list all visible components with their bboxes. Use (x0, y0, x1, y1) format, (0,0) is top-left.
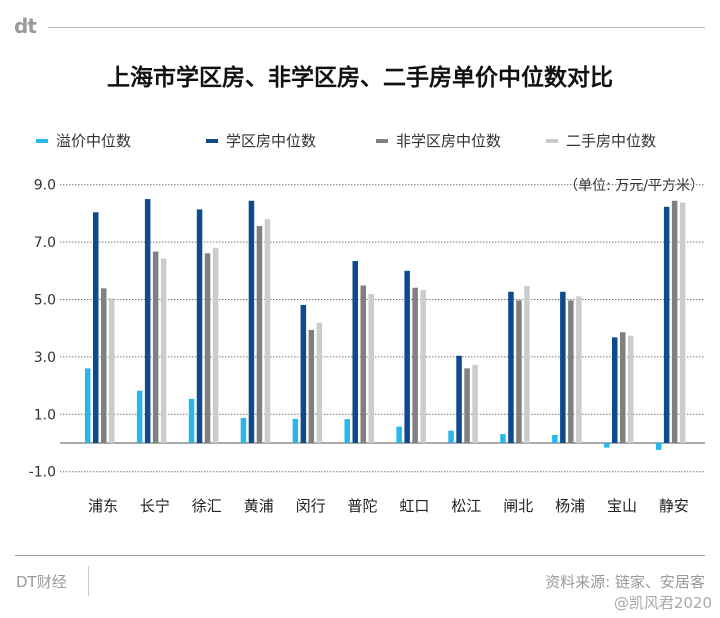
bar-浦东-二手房中位数 (109, 298, 115, 443)
legend-label: 二手房中位数 (566, 132, 657, 150)
bar-徐汇-非学区房中位数 (204, 253, 211, 443)
x-tick-label: 浦东 (88, 497, 118, 515)
bar-闵行-二手房中位数 (316, 322, 323, 443)
source-note: 资料来源: 链家、安居客 (545, 573, 705, 591)
legend-item: 溢价中位数 (36, 130, 206, 151)
bar-宝山-非学区房中位数 (620, 332, 626, 443)
bar-闸北-溢价中位数 (500, 434, 506, 443)
bar-浦东-非学区房中位数 (101, 288, 107, 443)
x-tick-label: 闸北 (503, 497, 533, 515)
bar-闵行-溢价中位数 (292, 418, 299, 443)
bar-黄浦-二手房中位数 (264, 219, 271, 443)
bar-徐汇-学区房中位数 (196, 209, 203, 443)
bar-普陀-二手房中位数 (368, 294, 374, 443)
bar-静安-学区房中位数 (663, 206, 670, 443)
bar-宝山-学区房中位数 (612, 337, 618, 443)
x-tick-label: 静安 (659, 497, 689, 515)
footer-divider (88, 566, 89, 596)
bar-闸北-学区房中位数 (508, 291, 514, 443)
x-tick-label: 黄浦 (244, 497, 274, 515)
bar-徐汇-二手房中位数 (212, 247, 219, 443)
x-tick-label: 杨浦 (555, 497, 585, 515)
bar-杨浦-二手房中位数 (576, 296, 582, 443)
y-tick-label: 5.0 (34, 293, 56, 309)
watermark: @凯风君2020 (613, 594, 712, 612)
bar-虹口-二手房中位数 (420, 290, 426, 443)
x-tick-label: 闵行 (296, 497, 326, 515)
bar-松江-溢价中位数 (448, 430, 454, 443)
x-tick-label: 虹口 (399, 497, 429, 515)
x-tick-label: 长宁 (140, 497, 170, 515)
chart-title: 上海市学区房、非学区房、二手房单价中位数对比 (107, 65, 613, 91)
brand-name: DT财经 (16, 573, 67, 591)
bar-chart: 9.0 7.0 5.0 3.0 1.0 -1.0 浦东 长宁 徐汇 黄浦 闵行 普陀 虹口 松江 闸北 杨浦 宝… (29, 178, 705, 515)
bar-松江-非学区房中位数 (464, 368, 470, 443)
bar-黄浦-学区房中位数 (248, 200, 255, 443)
bar-长宁-二手房中位数 (160, 258, 167, 443)
y-tick-label: 1.0 (34, 407, 56, 423)
bar-徐汇-溢价中位数 (188, 398, 195, 443)
bar-宝山-溢价中位数 (604, 443, 610, 448)
bar-虹口-溢价中位数 (396, 426, 402, 443)
x-tick-label: 普陀 (347, 497, 377, 515)
bar-黄浦-非学区房中位数 (256, 226, 263, 443)
y-tick-label: 7.0 (34, 235, 56, 251)
bar-长宁-学区房中位数 (144, 199, 151, 443)
y-tick-label: -1.0 (29, 465, 56, 481)
bar-闵行-非学区房中位数 (308, 329, 315, 443)
bar-静安-非学区房中位数 (671, 200, 678, 443)
legend-item: 学区房中位数 (206, 130, 376, 151)
legend-label: 溢价中位数 (56, 132, 132, 150)
bar-松江-二手房中位数 (472, 364, 478, 443)
x-tick-label: 松江 (451, 497, 481, 515)
legend-label: 学区房中位数 (226, 132, 317, 150)
bar-虹口-非学区房中位数 (412, 287, 418, 443)
bar-闸北-非学区房中位数 (516, 300, 522, 443)
legend-label: 非学区房中位数 (396, 132, 502, 150)
x-tick-label: 宝山 (607, 497, 637, 515)
bar-普陀-溢价中位数 (344, 419, 350, 443)
y-tick-label: 9.0 (34, 178, 56, 194)
bar-浦东-学区房中位数 (93, 212, 99, 443)
legend-swatch (206, 138, 218, 143)
dt-logo: dt (14, 14, 37, 38)
bar-杨浦-非学区房中位数 (568, 300, 574, 443)
bar-静安-溢价中位数 (655, 443, 662, 450)
unit-label: （单位: 万元/平方米） (564, 178, 704, 194)
bar-浦东-溢价中位数 (85, 368, 91, 443)
legend-swatch (36, 138, 48, 143)
bar-长宁-溢价中位数 (136, 390, 143, 443)
bar-普陀-学区房中位数 (352, 261, 358, 443)
legend-swatch (546, 138, 558, 143)
footer-rule (15, 555, 705, 556)
x-tick-label: 徐汇 (192, 497, 222, 515)
bar-宝山-二手房中位数 (628, 335, 634, 443)
bar-杨浦-溢价中位数 (552, 434, 558, 443)
bar-松江-学区房中位数 (456, 355, 462, 443)
bar-闵行-学区房中位数 (300, 304, 307, 443)
bar-杨浦-学区房中位数 (560, 291, 566, 443)
y-tick-label: 3.0 (34, 350, 56, 366)
bar-虹口-学区房中位数 (404, 270, 410, 443)
legend-item: 二手房中位数 (546, 130, 716, 151)
bar-闸北-二手房中位数 (524, 286, 530, 443)
legend: 溢价中位数 学区房中位数 非学区房中位数 二手房中位数 (36, 130, 716, 151)
legend-swatch (376, 138, 388, 143)
legend-item: 非学区房中位数 (376, 130, 546, 151)
top-rule (48, 27, 705, 28)
bar-静安-二手房中位数 (679, 202, 686, 443)
bar-黄浦-溢价中位数 (240, 418, 247, 443)
bar-长宁-非学区房中位数 (152, 251, 159, 443)
bar-普陀-非学区房中位数 (360, 285, 366, 443)
